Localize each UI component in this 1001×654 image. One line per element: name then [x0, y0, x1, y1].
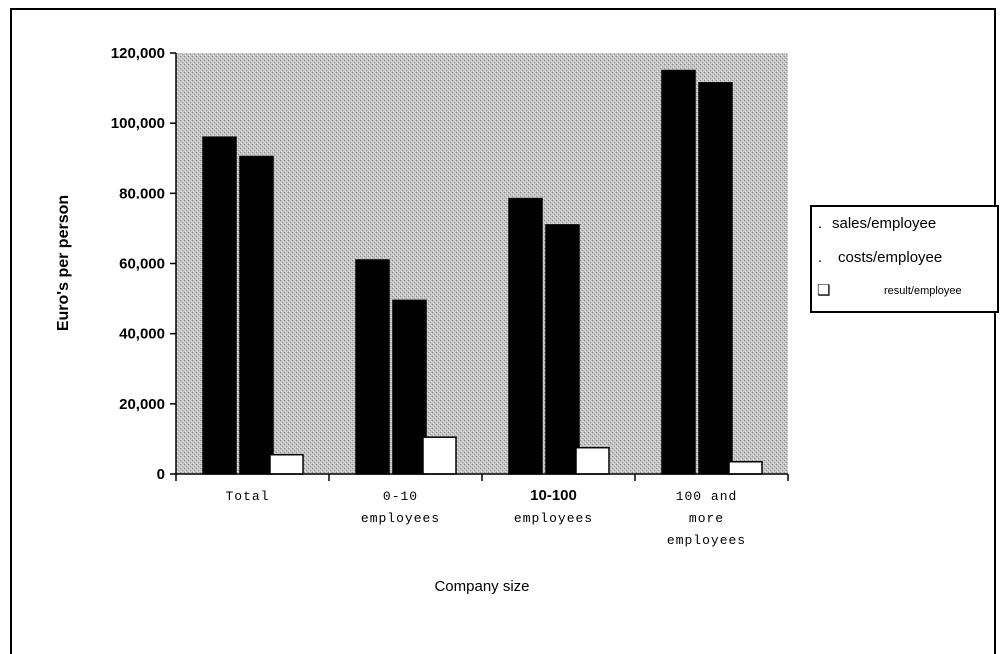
bar-sales-employee-1	[355, 259, 390, 475]
y-axis-title: Euro's per person	[55, 195, 72, 331]
legend-label-result: result/employee	[884, 285, 962, 297]
bar-result-employee-0	[269, 453, 304, 475]
y-tick-label: 60,000	[119, 256, 165, 273]
legend-marker-result: ❑	[817, 282, 830, 299]
bar-costs-employee-2	[545, 224, 580, 475]
y-tick-label: 100,000	[111, 115, 165, 132]
bar-costs-employee-1	[392, 299, 427, 475]
y-tick-label: 0	[157, 466, 165, 483]
legend-marker-sales: .	[818, 215, 822, 232]
bar-costs-employee-3	[698, 82, 733, 475]
bar-costs-employee-0	[239, 155, 274, 475]
chart-frame	[10, 8, 996, 654]
x-tick-label: Total	[225, 489, 269, 504]
bar-sales-employee-2	[508, 197, 543, 475]
legend-label-sales: sales/employee	[832, 215, 936, 232]
x-axis-title: Company size	[434, 578, 529, 595]
bar-result-employee-2	[575, 446, 610, 475]
legend-marker-costs: .	[818, 249, 822, 266]
bar-sales-employee-3	[661, 69, 696, 475]
y-tick-label: 20,000	[119, 396, 165, 413]
y-tick-label: 120,000	[111, 45, 165, 62]
x-tick-label: 10-100	[530, 487, 577, 504]
bar-sales-employee-0	[202, 136, 237, 475]
x-tick-label: more	[689, 511, 724, 526]
bar-result-employee-3	[728, 460, 763, 475]
x-tick-label: employees	[667, 533, 746, 548]
x-tick-label: employees	[514, 511, 593, 526]
legend: . sales/employee . costs/employee ❑ resu…	[810, 205, 999, 313]
legend-label-costs: costs/employee	[838, 249, 942, 266]
bar-result-employee-1	[422, 436, 457, 475]
y-tick-label: 40,000	[119, 326, 165, 343]
legend-box	[810, 205, 999, 313]
y-tick-label: 80.000	[119, 185, 165, 202]
x-tick-label: 100 and	[676, 489, 738, 504]
x-tick-label: employees	[361, 511, 440, 526]
x-tick-label: 0-10	[383, 489, 418, 504]
